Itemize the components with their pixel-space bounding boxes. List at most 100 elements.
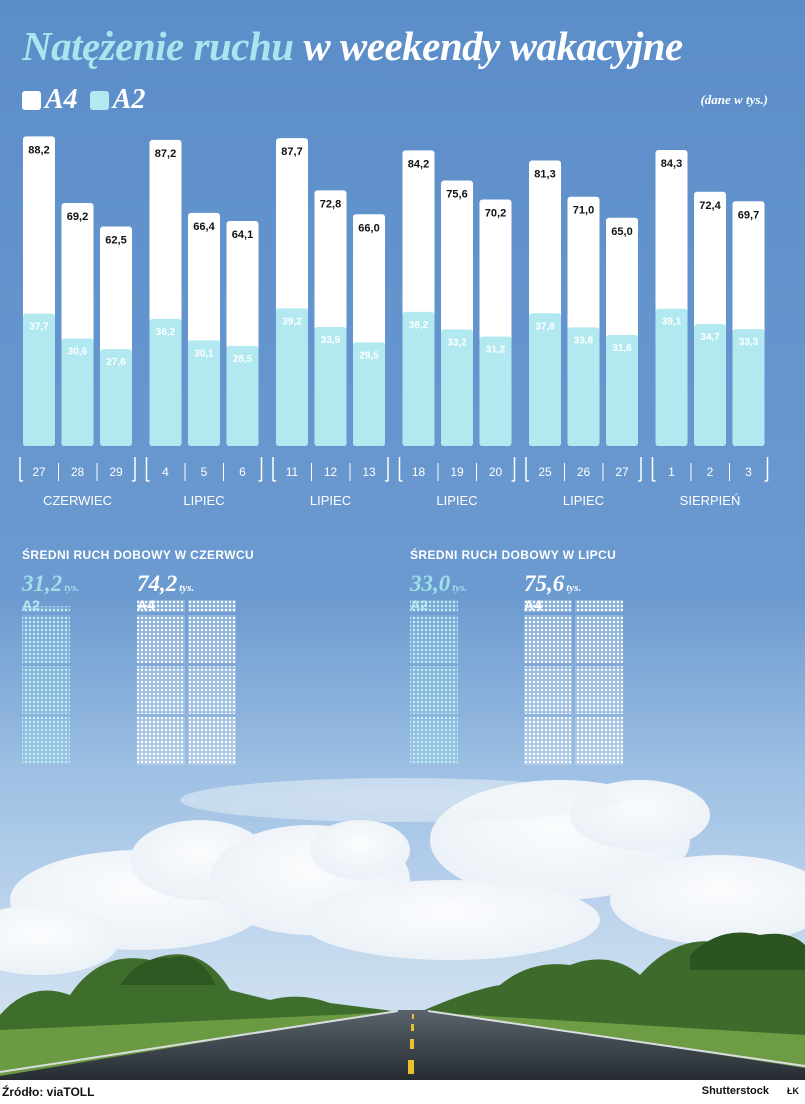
legend-label-a4: A4 (45, 84, 78, 115)
group-bracket (19, 457, 136, 482)
group-bracket (398, 457, 516, 482)
unit-block-july-a2 (410, 615, 458, 663)
data-label-a2: 31,6 (612, 343, 632, 354)
unit-block-july-a4 (524, 666, 572, 714)
unit-block-july-a2 (410, 600, 458, 612)
chart-title: Natężenie ruchu w weekendy wakacyjne (22, 22, 683, 70)
unit-block-june-a4 (137, 717, 185, 765)
data-label-a2: 27,6 (106, 357, 126, 368)
unit-block-june-a4 (137, 615, 185, 663)
unit-block-june-a4 (137, 600, 185, 612)
group-bracket (651, 457, 769, 482)
data-label-a2: 33,3 (739, 337, 759, 348)
tick-label-day: 25 (538, 465, 552, 479)
bar-a2 (188, 340, 220, 446)
legend-label-a2: A2 (112, 84, 146, 115)
tick-label-day: 6 (239, 465, 246, 479)
avg-july-title: Średni ruch dobowy w lipcu (410, 548, 617, 562)
road-marking (408, 1014, 414, 1074)
tick-label-day: 13 (362, 465, 376, 479)
tick-label-month: SIERPIEŃ (680, 493, 741, 508)
bar-a2 (149, 318, 182, 446)
bar-a2 (100, 349, 132, 446)
tick-label-day: 27 (32, 465, 46, 479)
data-label-a4: 69,2 (67, 211, 88, 223)
bar-a2 (23, 313, 55, 446)
data-label-a4: 69,7 (738, 209, 759, 221)
avg-july-a4-number: 75,6 (524, 571, 565, 596)
unit-block-july-a2 (410, 666, 458, 714)
tick-label-day: 1 (668, 465, 675, 479)
bar-a2 (226, 345, 259, 446)
title-part-2: w weekendy wakacyjne (303, 23, 683, 69)
unit-block-june-a2 (22, 717, 70, 765)
data-label-a4: 65,0 (611, 226, 632, 238)
tick-label-month: LIPIEC (183, 493, 224, 508)
data-label-a2: 36,2 (156, 327, 176, 338)
unit-block-june-a4 (137, 666, 185, 714)
tick-label-day: 2 (707, 465, 714, 479)
data-label-a4: 87,2 (155, 148, 176, 160)
avg-june-a4-unit: tys. (179, 582, 195, 594)
title-part-1: Natężenie ruchu (22, 23, 294, 69)
unit-block-june-a4 (188, 615, 236, 663)
data-label-a2: 33,9 (321, 335, 341, 346)
data-label-a4: 84,3 (661, 158, 682, 170)
avg-july-a2-unit: tys. (452, 582, 468, 594)
avg-july-a4-value: 75,6 tys. (524, 571, 581, 597)
tick-label-month: LIPIEC (436, 493, 477, 508)
bar-a2 (314, 326, 347, 446)
data-label-a4: 72,4 (699, 200, 721, 212)
bar-a2 (479, 336, 512, 446)
data-label-a4: 70,2 (485, 208, 506, 220)
unit-block-june-a4 (188, 717, 236, 765)
data-label-a4: 81,3 (534, 169, 555, 181)
unit-block-july-a4 (575, 600, 623, 612)
legend-swatch-a4 (22, 90, 41, 110)
avg-july-a2-number: 33,0 (410, 571, 451, 596)
average-unit-blocks (22, 600, 623, 765)
footer: Źródło: viaTOLL Shutterstock ŁK (0, 1080, 805, 1104)
data-label-a4: 71,0 (573, 205, 594, 217)
data-label-a4: 66,4 (193, 221, 215, 233)
clouds (0, 778, 805, 975)
bar-chart: 88,2 37,7 27 69,2 30,6 28 62,5 27,6 29 CZERWIEC 87… (19, 136, 769, 508)
data-label-a2: 37,8 (535, 321, 555, 332)
avg-june-a2-number: 31,2 (22, 571, 63, 596)
data-label-a2: 33,8 (574, 335, 594, 346)
photo-credit: Shutterstock (701, 1085, 769, 1097)
tick-label-day: 27 (615, 465, 629, 479)
tick-label-month: LIPIEC (310, 493, 351, 508)
data-label-a2: 37,7 (29, 322, 49, 333)
data-label-a2: 31,2 (486, 344, 506, 355)
group-bracket (525, 457, 642, 482)
unit-block-july-a4 (524, 600, 572, 612)
unit-block-july-a4 (575, 615, 623, 663)
tick-label-day: 28 (71, 465, 85, 479)
legend: A4 A2 (22, 84, 157, 116)
legend-item-a2: A2 (89, 84, 146, 116)
data-label-a2: 33,2 (447, 337, 467, 348)
bar-a2 (276, 308, 308, 446)
unit-block-july-a2 (410, 717, 458, 765)
data-label-a2: 39,1 (662, 317, 682, 328)
data-label-a2: 38,2 (409, 320, 429, 331)
tick-label-day: 26 (577, 465, 591, 479)
bar-a2 (567, 327, 600, 446)
tick-label-day: 19 (450, 465, 464, 479)
legend-swatch-a2 (89, 90, 109, 110)
bar-a2 (655, 308, 688, 446)
group-bracket (145, 457, 263, 482)
data-label-a2: 34,7 (700, 332, 720, 343)
data-label-a4: 62,5 (105, 235, 126, 247)
data-label-a2: 28,5 (233, 354, 253, 365)
data-label-a4: 84,2 (408, 158, 429, 170)
bar-a2 (353, 342, 385, 446)
unit-block-july-a4 (524, 717, 572, 765)
unit-block-june-a2 (22, 615, 70, 663)
unit-block-june-a4 (188, 666, 236, 714)
avg-june-title: Średni ruch dobowy w czerwcu (22, 548, 255, 562)
unit-block-june-a2 (22, 666, 70, 714)
bar-a2 (694, 324, 726, 446)
